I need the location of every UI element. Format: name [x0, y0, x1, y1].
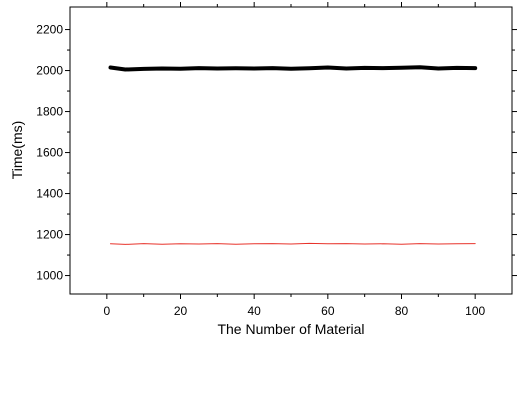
x-tick-label: 100 [465, 304, 485, 318]
x-tick-labels: 0 20 40 60 80 100 [103, 304, 485, 318]
series-layer [108, 65, 478, 245]
x-tick-label: 0 [103, 304, 110, 318]
series-line-2 [110, 242, 476, 245]
x-tick-label: 80 [395, 304, 409, 318]
x-tick-label: 20 [174, 304, 188, 318]
y-tick-label: 2200 [36, 23, 63, 37]
x-axis-title: The Number of Material [217, 321, 364, 337]
y-axis-title: Time(ms) [9, 121, 25, 180]
series-line-1 [108, 65, 478, 72]
y-tick-label: 1000 [36, 269, 63, 283]
major-ticks [65, 2, 517, 299]
x-tick-label: 40 [247, 304, 261, 318]
y-tick-label: 1600 [36, 146, 63, 160]
y-tick-label: 2000 [36, 64, 63, 78]
x-tick-label: 60 [321, 304, 335, 318]
y-tick-label: 1200 [36, 228, 63, 242]
y-tick-label: 1400 [36, 187, 63, 201]
minor-ticks [67, 4, 515, 297]
plot-frame [69, 6, 513, 295]
y-tick-label: 1800 [36, 105, 63, 119]
y-tick-labels: 1000 1200 1400 1600 1800 2000 2200 [36, 23, 63, 283]
